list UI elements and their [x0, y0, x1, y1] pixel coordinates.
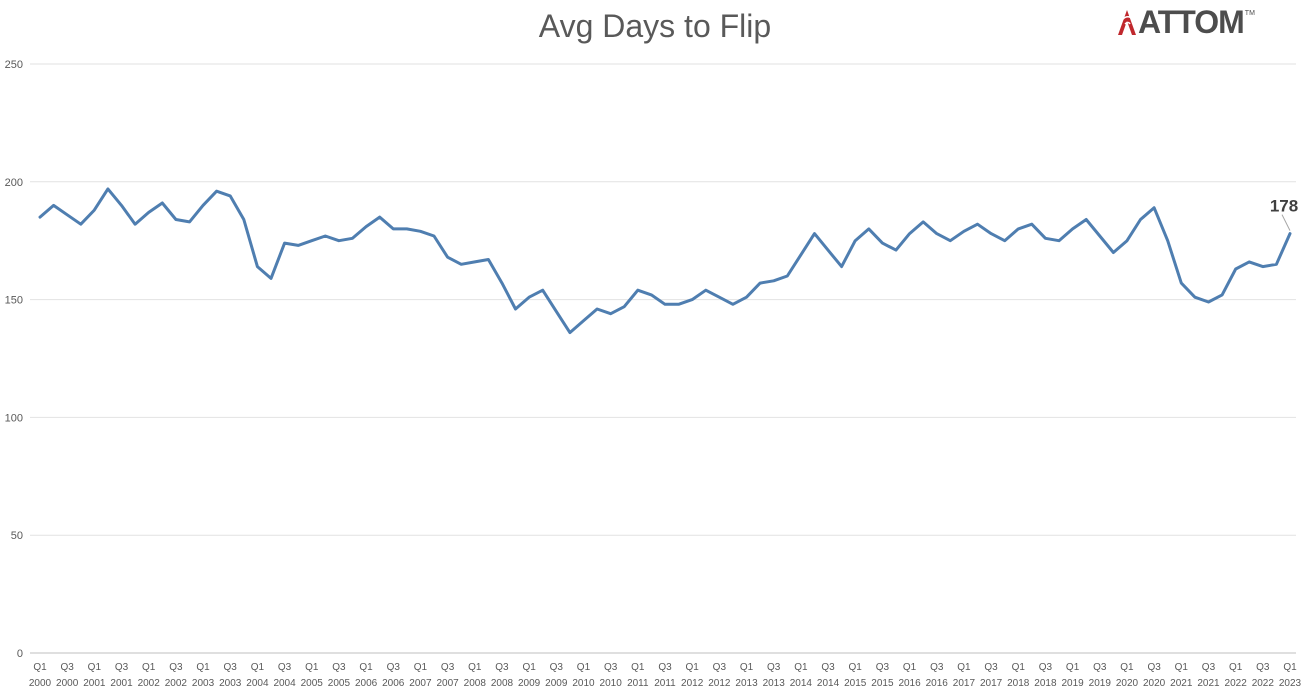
x-tick-label: Q3 2003 [219, 662, 242, 689]
x-tick-label: Q1 2016 [898, 662, 921, 689]
x-tick-label: Q1 2004 [246, 662, 269, 689]
x-tick-label: Q1 2013 [735, 662, 758, 689]
x-tick-label: Q1 2022 [1225, 662, 1248, 689]
x-tick-label: Q3 2007 [436, 662, 459, 689]
x-tick-label: Q3 2014 [817, 662, 840, 689]
attom-logo: ATTOM TM [1116, 4, 1255, 40]
data-labels: 178 [1270, 197, 1298, 231]
x-tick-label: Q3 2022 [1252, 662, 1275, 689]
y-axis: 0 50 100 150 200 250 [5, 59, 23, 660]
y-tick-label: 100 [5, 412, 23, 424]
x-tick-label: Q3 2013 [763, 662, 786, 689]
x-tick-label: Q1 2007 [409, 662, 432, 689]
x-tick-label: Q3 2019 [1089, 662, 1112, 689]
data-label-last-value: 178 [1270, 197, 1298, 216]
x-tick-label: Q1 2002 [138, 662, 161, 689]
x-tick-label: Q3 2010 [600, 662, 623, 689]
x-tick-label: Q3 2009 [545, 662, 568, 689]
x-tick-label: Q3 2018 [1034, 662, 1057, 689]
x-tick-label: Q1 2011 [627, 662, 649, 689]
x-tick-label: Q3 2017 [980, 662, 1003, 689]
x-tick-label: Q1 2001 [83, 662, 106, 689]
attom-logo-mark-icon [1118, 10, 1136, 35]
x-tick-label: Q1 2014 [790, 662, 813, 689]
x-tick-label: Q3 2002 [165, 662, 188, 689]
x-tick-label: Q3 2016 [926, 662, 949, 689]
x-tick-label: Q3 2021 [1197, 662, 1220, 689]
x-tick-label: Q1 2020 [1116, 662, 1139, 689]
x-tick-label: Q3 2015 [871, 662, 894, 689]
x-tick-label: Q1 2018 [1007, 662, 1030, 689]
x-tick-label: Q3 2004 [273, 662, 296, 689]
x-tick-label: Q1 2008 [464, 662, 487, 689]
x-tick-label: Q1 2009 [518, 662, 541, 689]
data-label-leader [1281, 214, 1291, 231]
x-tick-label: Q1 2021 [1170, 662, 1193, 689]
x-tick-label: Q1 2012 [681, 662, 704, 689]
y-tick-label: 200 [5, 177, 23, 189]
x-tick-label: Q1 2003 [192, 662, 215, 689]
x-tick-label: Q1 2015 [844, 662, 867, 689]
x-tick-label: Q1 2005 [301, 662, 324, 689]
series-line [38, 187, 1292, 335]
x-tick-label: Q1 2019 [1061, 662, 1084, 689]
y-tick-label: 250 [5, 59, 23, 71]
x-tick-label: Q3 2001 [110, 662, 133, 689]
y-tick-label: 150 [5, 295, 23, 307]
x-tick-label: Q1 2006 [355, 662, 378, 689]
x-tick-label: Q3 2000 [56, 662, 79, 689]
x-tick-label: Q3 2020 [1143, 662, 1166, 689]
x-tick-label: Q1 2017 [953, 662, 976, 689]
x-tick-label: Q3 2008 [491, 662, 514, 689]
chart-title: Avg Days to Flip [538, 8, 772, 44]
x-tick-label: Q3 2012 [708, 662, 731, 689]
x-tick-label: Q1 2000 [29, 662, 52, 689]
x-tick-label: Q3 2005 [328, 662, 351, 689]
gridlines [30, 63, 1296, 654]
x-tick-label: Q3 2006 [382, 662, 405, 689]
logo-text: ATTOM [1138, 4, 1245, 40]
series-layer [38, 187, 1292, 335]
x-tick-label: Q1 2010 [572, 662, 595, 689]
x-tick-label: Q1 2023 [1279, 662, 1302, 689]
y-tick-label: 0 [17, 648, 23, 660]
y-tick-label: 50 [11, 530, 23, 542]
logo-trademark: TM [1244, 10, 1255, 17]
x-tick-label: Q3 2011 [654, 662, 676, 689]
